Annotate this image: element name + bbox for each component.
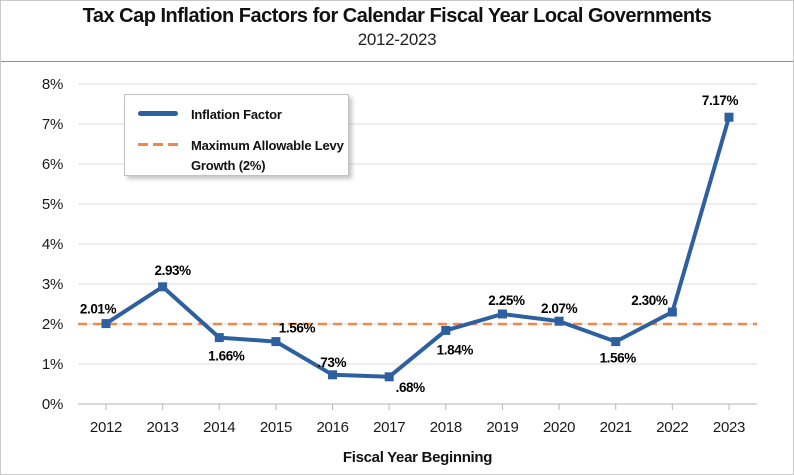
legend-dash <box>138 143 148 147</box>
value-label: 1.66% <box>208 349 245 364</box>
value-label: 2.30% <box>631 293 668 308</box>
header-divider <box>1 61 793 62</box>
value-label: 1.84% <box>437 342 474 357</box>
x-axis-title: Fiscal Year Beginning <box>342 449 493 466</box>
legend-dash <box>168 143 178 147</box>
value-label: 2.25% <box>488 293 525 308</box>
y-tick-label: 1% <box>42 356 63 373</box>
chart-title: Tax Cap Inflation Factors for Calendar F… <box>82 5 712 27</box>
value-label: .68% <box>396 380 426 395</box>
legend-dash <box>153 143 163 147</box>
value-label: 7.17% <box>702 93 739 108</box>
y-tick-label: 7% <box>42 116 63 133</box>
value-label: 2.07% <box>541 301 578 316</box>
y-tick-label: 5% <box>42 196 63 213</box>
data-point-marker <box>384 372 394 382</box>
value-label: .73% <box>317 355 347 370</box>
x-tick-label: 2022 <box>656 419 688 436</box>
data-point-marker <box>497 309 507 319</box>
value-label: 1.56% <box>600 351 637 366</box>
x-tick-label: 2014 <box>203 419 235 436</box>
value-label: 2.01% <box>80 302 117 317</box>
legend: Inflation Factor Maximum Allowable Levy … <box>124 94 349 176</box>
value-label: 2.93% <box>154 263 191 278</box>
y-tick-label: 6% <box>42 156 63 173</box>
data-point-marker <box>611 337 621 347</box>
y-tick-label: 0% <box>42 396 63 413</box>
x-tick-label: 2020 <box>543 419 575 436</box>
legend-line-solid-sample <box>138 111 178 116</box>
value-label: 1.56% <box>279 321 316 336</box>
x-tick-label: 2012 <box>90 419 122 436</box>
legend-item-max-levy-growth: Maximum Allowable Levy Growth (2%) <box>138 136 348 176</box>
x-tick-label: 2015 <box>260 419 292 436</box>
data-point-marker <box>724 112 734 122</box>
data-point-marker <box>158 282 168 292</box>
y-tick-label: 8% <box>42 76 63 93</box>
x-tick-label: 2013 <box>147 419 179 436</box>
legend-label-max-levy-growth: Maximum Allowable Levy Growth (2%) <box>191 138 344 174</box>
data-point-marker <box>441 325 451 335</box>
x-tick-label: 2019 <box>486 419 518 436</box>
x-tick-label: 2018 <box>430 419 462 436</box>
data-point-marker <box>271 337 281 347</box>
x-tick-label: 2016 <box>316 419 348 436</box>
legend-line-dashed-sample <box>138 143 178 147</box>
data-point-marker <box>214 333 224 343</box>
data-point-marker <box>667 307 677 317</box>
chart-subtitle: 2012-2023 <box>357 30 437 49</box>
legend-item-inflation-factor: Inflation Factor <box>138 105 348 125</box>
legend-label-inflation-factor: Inflation Factor <box>191 107 282 122</box>
x-tick-label: 2023 <box>713 419 745 436</box>
data-point-marker <box>101 319 111 329</box>
data-point-marker <box>328 370 338 380</box>
y-tick-label: 3% <box>42 276 63 293</box>
y-tick-label: 4% <box>42 236 63 253</box>
y-tick-label: 2% <box>42 316 63 333</box>
inflation-factor-line <box>104 115 731 379</box>
data-point-marker <box>554 316 564 326</box>
legend-swatch <box>138 105 178 116</box>
x-tick-label: 2017 <box>373 419 405 436</box>
x-tick-label: 2021 <box>600 419 632 436</box>
